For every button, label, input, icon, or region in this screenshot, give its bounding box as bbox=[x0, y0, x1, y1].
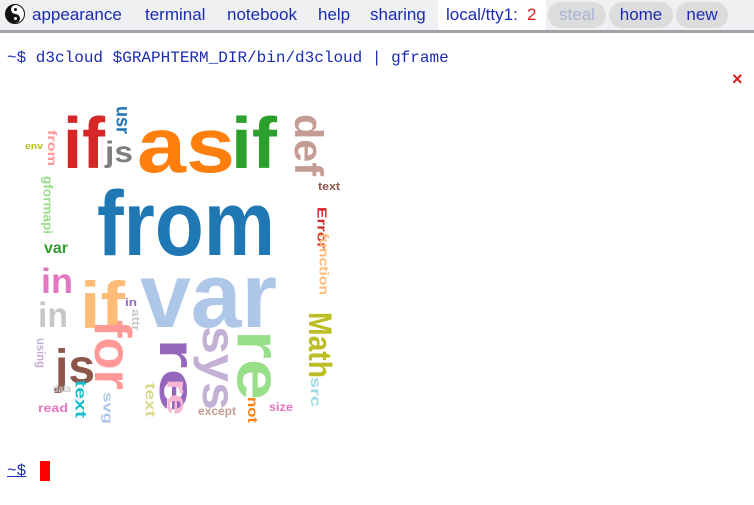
steal-button[interactable]: steal bbox=[548, 2, 606, 28]
cloud-word: if bbox=[80, 268, 126, 342]
cloud-word: not bbox=[245, 397, 261, 423]
home-button[interactable]: home bbox=[609, 2, 673, 28]
cloud-word: from bbox=[97, 173, 275, 275]
cloud-word: sys bbox=[193, 326, 245, 410]
text-cursor bbox=[40, 461, 50, 481]
cloud-word: data bbox=[53, 384, 71, 395]
cloud-word: read bbox=[38, 401, 68, 415]
session-count: 2 bbox=[527, 5, 537, 24]
cloud-word: for bbox=[83, 320, 141, 390]
new-button[interactable]: new bbox=[676, 2, 728, 28]
command-line: ~$ d3cloud $GRAPHTERM_DIR/bin/d3cloud | … bbox=[7, 49, 449, 67]
cloud-word: src bbox=[308, 377, 324, 407]
session-indicator[interactable]: local/tty1: 2 bbox=[438, 0, 546, 30]
cloud-word: js bbox=[54, 341, 95, 394]
cloud-word: from bbox=[45, 130, 59, 166]
cloud-word: var bbox=[44, 240, 68, 257]
cloud-word: re bbox=[161, 379, 194, 415]
menu-appearance[interactable]: appearance bbox=[32, 5, 122, 24]
cloud-word: var bbox=[140, 245, 277, 347]
menu-notebook[interactable]: notebook bbox=[227, 5, 297, 24]
session-label: local/tty1: bbox=[446, 5, 518, 24]
menu-help[interactable]: help bbox=[318, 5, 351, 24]
cloud-word: text bbox=[72, 380, 89, 419]
cloud-word: svg bbox=[101, 392, 116, 424]
cloud-word: function bbox=[317, 233, 332, 295]
cloud-word: if bbox=[63, 104, 106, 184]
cloud-word: using bbox=[34, 338, 48, 368]
cloud-word: js bbox=[104, 136, 133, 169]
yin-yang-logo-icon[interactable] bbox=[5, 4, 25, 24]
menu-terminal[interactable]: terminal bbox=[145, 5, 206, 24]
cloud-word: text bbox=[142, 383, 159, 417]
cloud-word: as bbox=[137, 101, 235, 189]
cloud-word: def bbox=[286, 114, 330, 177]
close-frame-icon[interactable]: × bbox=[732, 69, 743, 89]
cloud-word: gformapi bbox=[41, 176, 56, 234]
cloud-word: Error bbox=[315, 207, 330, 249]
cloud-word: attr bbox=[129, 309, 141, 332]
cloud-word: Math bbox=[302, 312, 338, 378]
cloud-word: text bbox=[318, 181, 340, 193]
cloud-word: re bbox=[224, 330, 293, 400]
shell-prompt[interactable]: ~$ bbox=[7, 462, 27, 480]
cloud-word: size bbox=[269, 400, 293, 414]
menu-bar: appearance terminal notebook help sharin… bbox=[0, 0, 754, 33]
menu-sharing[interactable]: sharing bbox=[370, 5, 426, 24]
cloud-word: in bbox=[41, 262, 73, 301]
cloud-word: if bbox=[231, 104, 278, 184]
cloud-word: env bbox=[25, 141, 43, 151]
cloud-word: except bbox=[198, 404, 236, 418]
cloud-word: usr bbox=[112, 106, 133, 135]
cloud-word: re bbox=[149, 338, 205, 412]
cloud-word: in bbox=[125, 297, 137, 309]
cloud-word: in bbox=[38, 296, 68, 335]
